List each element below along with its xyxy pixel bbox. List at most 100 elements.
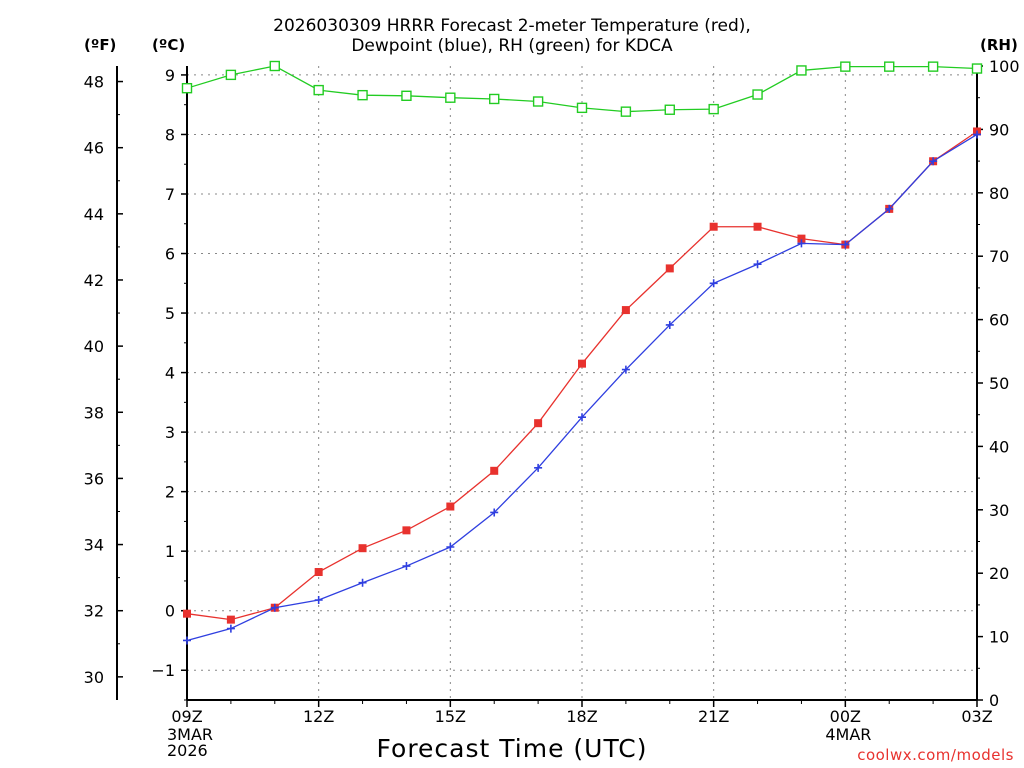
temperature-point	[490, 466, 499, 475]
x-tick-label: 21Z	[698, 707, 729, 726]
celsius-tick-label: 6	[165, 245, 175, 264]
celsius-tick-label: 3	[165, 423, 175, 442]
dewpoint-point	[270, 603, 279, 612]
dewpoint-point	[709, 279, 718, 288]
dewpoint-point	[578, 413, 586, 422]
dewpoint-point	[226, 624, 235, 633]
x-tick-label: 12Z	[303, 707, 334, 726]
rh-point	[401, 90, 412, 101]
rh-tick-label: 100	[989, 57, 1020, 76]
rh-point	[313, 84, 324, 96]
fahrenheit-tick-label: 36	[84, 469, 104, 488]
rh-tick-label: 90	[989, 120, 1009, 139]
temperature-point	[314, 568, 323, 577]
dewpoint-point	[753, 260, 762, 269]
temperature-point	[446, 502, 455, 511]
dewpoint-point	[314, 595, 323, 604]
rh-point	[445, 92, 456, 103]
rh-point	[225, 69, 237, 81]
rh-point	[796, 65, 807, 76]
temperature-point	[578, 359, 586, 368]
x-tick-label: 18Z	[566, 707, 597, 726]
x-tick-label: 00Z	[830, 707, 861, 726]
x-tick-label: 15Z	[435, 707, 466, 726]
rh-point	[489, 93, 500, 105]
rh-point	[708, 103, 719, 115]
x-date-label: 4MAR	[825, 727, 871, 743]
x-axis-label: Forecast Time (UTC)	[376, 734, 648, 763]
temperature-point	[665, 264, 674, 273]
celsius-tick-label: 5	[165, 304, 175, 323]
rh-tick-label: 0	[989, 691, 999, 710]
temperature-point	[621, 306, 630, 315]
fahrenheit-tick-label: 34	[84, 536, 104, 555]
rh-point	[884, 61, 895, 72]
rh-tick-label: 40	[989, 437, 1009, 456]
dewpoint-point	[973, 130, 981, 139]
rh-point	[620, 106, 632, 117]
fahrenheit-axis-unit: (ºF)	[84, 36, 117, 54]
source-credit: coolwx.com/models	[857, 746, 1014, 764]
fahrenheit-tick-label: 42	[84, 271, 104, 290]
rh-tick-label: 80	[989, 184, 1009, 203]
dewpoint-point	[929, 157, 938, 166]
rh-tick-label: 20	[989, 564, 1009, 583]
fahrenheit-tick-label: 32	[84, 602, 104, 621]
rh-tick-label: 60	[989, 311, 1009, 330]
fahrenheit-tick-label: 40	[84, 337, 104, 356]
rh-tick-label: 50	[989, 374, 1009, 393]
x-date-label: 3MAR 2026	[167, 727, 213, 759]
dewpoint-point	[490, 508, 499, 517]
celsius-tick-label: 0	[165, 602, 175, 621]
temperature-point	[226, 615, 235, 624]
temperature-point	[183, 609, 191, 618]
temperature-point	[402, 526, 411, 535]
rh-point	[357, 89, 368, 101]
x-date-label-line: 4MAR	[825, 725, 872, 744]
dewpoint-point	[534, 463, 543, 472]
celsius-axis-unit: (ºC)	[152, 36, 186, 54]
x-date-label-line: 3MAR	[167, 725, 214, 744]
rh-point	[664, 104, 675, 115]
x-tick-label: 03Z	[961, 707, 992, 726]
fahrenheit-tick-label: 44	[84, 205, 104, 224]
dewpoint-point	[402, 562, 411, 571]
temperature-point	[709, 222, 718, 231]
chart-title-line-2: Dewpoint (blue), RH (green) for KDCA	[351, 36, 673, 56]
rh-axis-unit: (RH)	[980, 36, 1018, 54]
rh-point	[181, 82, 193, 94]
celsius-tick-label: 9	[165, 66, 175, 85]
dewpoint-point	[358, 578, 367, 587]
rh-tick-label: 70	[989, 247, 1009, 266]
dewpoint-point	[841, 240, 850, 249]
dewpoint-point	[183, 636, 191, 645]
rh-point	[971, 63, 983, 74]
fahrenheit-tick-label: 46	[84, 139, 104, 158]
fahrenheit-tick-label: 48	[84, 73, 104, 92]
rh-point	[576, 102, 588, 114]
temperature-point	[534, 419, 543, 428]
chart-title-line-1: 2026030309 HRRR Forecast 2-meter Tempera…	[273, 16, 751, 36]
dewpoint-point	[446, 543, 455, 552]
celsius-tick-label: −1	[151, 661, 175, 680]
x-tick-label: 09Z	[171, 707, 202, 726]
fahrenheit-tick-label: 30	[84, 668, 104, 687]
dewpoint-point	[665, 320, 674, 329]
rh-point	[752, 89, 763, 100]
temperature-point	[797, 234, 806, 243]
rh-tick-label: 30	[989, 501, 1009, 520]
dewpoint-point	[797, 239, 806, 248]
rh-point	[927, 61, 939, 72]
temperature-point	[358, 544, 367, 553]
celsius-tick-label: 8	[165, 125, 175, 144]
temperature-point	[753, 222, 762, 231]
celsius-tick-label: 7	[165, 185, 175, 204]
rh-point	[269, 60, 280, 72]
rh-point	[532, 96, 544, 107]
dewpoint-point	[885, 204, 894, 213]
fahrenheit-tick-label: 38	[84, 403, 104, 422]
celsius-tick-label: 2	[165, 483, 175, 502]
rh-point	[840, 61, 851, 72]
dewpoint-point	[621, 365, 630, 374]
